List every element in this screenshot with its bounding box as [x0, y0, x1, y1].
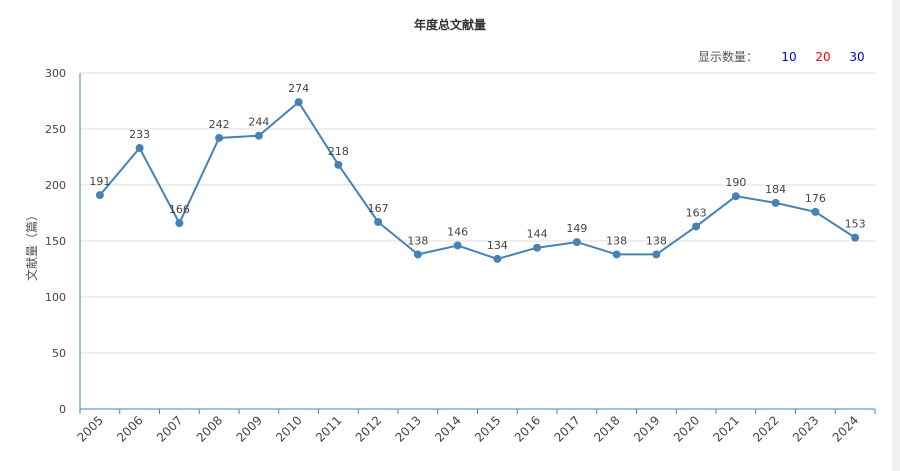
data-label: 146: [447, 225, 468, 238]
data-point[interactable]: [572, 238, 581, 247]
data-label: 163: [686, 206, 707, 219]
x-tick-label: 2017: [551, 413, 582, 444]
x-tick-label: 2011: [313, 413, 344, 444]
data-points: [95, 98, 860, 263]
y-tick-label: 250: [45, 123, 66, 136]
y-tick-label: 50: [52, 347, 66, 360]
data-point[interactable]: [493, 254, 502, 263]
display-count-option-20[interactable]: 20: [815, 49, 831, 64]
y-axis-ticks: 0 50 100 150 200 250 300: [45, 67, 66, 416]
x-tick-label: 2024: [830, 413, 861, 444]
data-point[interactable]: [851, 233, 860, 242]
data-labels: 191 233 166 242 244 274 218 167 138 146 134 144 149 1…: [89, 82, 865, 252]
x-tick-label: 2009: [233, 413, 264, 444]
y-axis-label: 文献量（篇）: [24, 209, 39, 281]
data-point[interactable]: [652, 250, 661, 259]
x-tick-label: 2008: [194, 413, 225, 444]
x-tick-label: 2019: [631, 413, 662, 444]
grid-lines: [80, 72, 875, 354]
data-label: 176: [805, 192, 826, 205]
data-point[interactable]: [215, 133, 224, 142]
data-label: 218: [328, 145, 349, 158]
data-point[interactable]: [612, 250, 621, 259]
display-count-option-30[interactable]: 30: [849, 49, 865, 64]
data-point[interactable]: [811, 207, 820, 216]
data-label: 149: [566, 222, 587, 235]
data-point[interactable]: [254, 131, 263, 140]
data-label: 244: [248, 116, 269, 129]
data-point[interactable]: [334, 160, 343, 169]
data-label: 184: [765, 183, 786, 196]
x-tick-label: 2012: [353, 413, 384, 444]
data-point[interactable]: [453, 241, 462, 250]
data-label: 274: [288, 82, 309, 95]
chart-title: 年度总文献量: [413, 18, 486, 32]
display-count-selector: 显示数量： 10 20 30: [698, 48, 874, 65]
data-label: 167: [368, 202, 389, 215]
display-count-label: 显示数量：: [697, 50, 758, 64]
x-tick-label: 2007: [154, 413, 185, 444]
x-tick-label: 2023: [790, 413, 821, 444]
x-tick-label: 2006: [114, 413, 145, 444]
data-point[interactable]: [175, 219, 184, 228]
data-point[interactable]: [413, 250, 422, 259]
data-point[interactable]: [135, 144, 144, 153]
x-tick-label: 2021: [710, 413, 741, 444]
data-label: 138: [646, 234, 667, 247]
data-label: 233: [129, 128, 150, 141]
y-tick-label: 200: [45, 179, 66, 192]
x-tick-label: 2018: [591, 413, 622, 444]
data-label: 153: [845, 218, 866, 231]
y-tick-label: 300: [45, 67, 66, 80]
x-tick-label: 2020: [671, 413, 702, 444]
display-count-option-10[interactable]: 10: [781, 49, 797, 64]
data-label: 190: [725, 176, 746, 189]
y-tick-label: 150: [45, 235, 66, 248]
data-point[interactable]: [533, 243, 542, 252]
data-label: 134: [487, 239, 508, 252]
data-point[interactable]: [294, 98, 303, 107]
data-point[interactable]: [374, 217, 383, 226]
series-line: [99, 100, 856, 260]
x-tick-label: 2014: [432, 413, 463, 444]
y-tick-label: 100: [45, 291, 66, 304]
x-tick-label: 2010: [273, 413, 304, 444]
series-line-group: [99, 100, 856, 260]
x-tick-label: 2022: [750, 413, 781, 444]
x-tick-label: 2015: [472, 413, 503, 444]
data-label: 191: [89, 175, 110, 188]
data-label: 138: [606, 234, 627, 247]
scrollbar[interactable]: [892, 0, 900, 471]
x-tick-label: 2005: [74, 413, 105, 444]
data-label: 242: [209, 118, 230, 131]
x-tick-label: 2016: [512, 413, 543, 444]
data-point[interactable]: [771, 198, 780, 207]
data-label: 138: [407, 234, 428, 247]
x-axis-ticks: 2005 2006 2007 2008 2009 2010 2011 2012 2013 2014…: [74, 409, 876, 445]
data-label: 166: [169, 203, 190, 216]
data-point[interactable]: [95, 191, 104, 200]
data-point[interactable]: [731, 192, 740, 201]
data-label: 144: [527, 228, 548, 241]
x-tick-label: 2013: [392, 413, 423, 444]
data-point[interactable]: [692, 222, 701, 231]
y-tick-label: 0: [59, 403, 66, 416]
